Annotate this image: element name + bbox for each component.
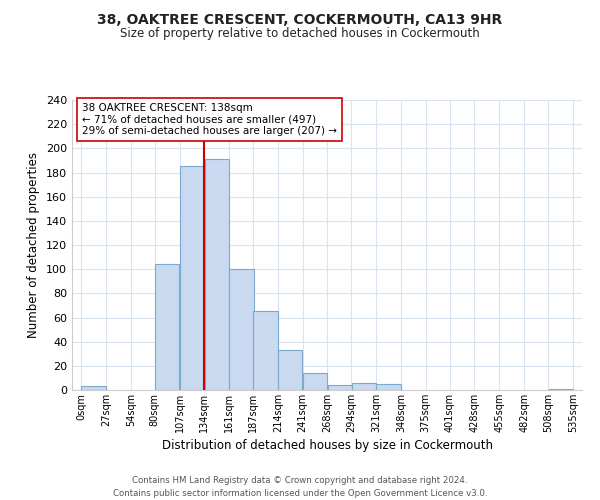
Text: Size of property relative to detached houses in Cockermouth: Size of property relative to detached ho… — [120, 28, 480, 40]
Bar — [253, 312, 278, 390]
Bar — [376, 384, 401, 390]
X-axis label: Distribution of detached houses by size in Cockermouth: Distribution of detached houses by size … — [161, 439, 493, 452]
Bar — [82, 386, 106, 390]
Bar — [229, 269, 254, 390]
Bar — [328, 385, 352, 390]
Text: Contains HM Land Registry data © Crown copyright and database right 2024.
Contai: Contains HM Land Registry data © Crown c… — [113, 476, 487, 498]
Text: 38, OAKTREE CRESCENT, COCKERMOUTH, CA13 9HR: 38, OAKTREE CRESCENT, COCKERMOUTH, CA13 … — [97, 12, 503, 26]
Bar — [352, 383, 376, 390]
Bar — [278, 350, 302, 390]
Bar — [155, 264, 179, 390]
Text: 38 OAKTREE CRESCENT: 138sqm
← 71% of detached houses are smaller (497)
29% of se: 38 OAKTREE CRESCENT: 138sqm ← 71% of det… — [82, 103, 337, 136]
Y-axis label: Number of detached properties: Number of detached properties — [28, 152, 40, 338]
Bar — [303, 373, 327, 390]
Bar — [205, 159, 229, 390]
Bar — [180, 166, 204, 390]
Bar — [549, 389, 572, 390]
